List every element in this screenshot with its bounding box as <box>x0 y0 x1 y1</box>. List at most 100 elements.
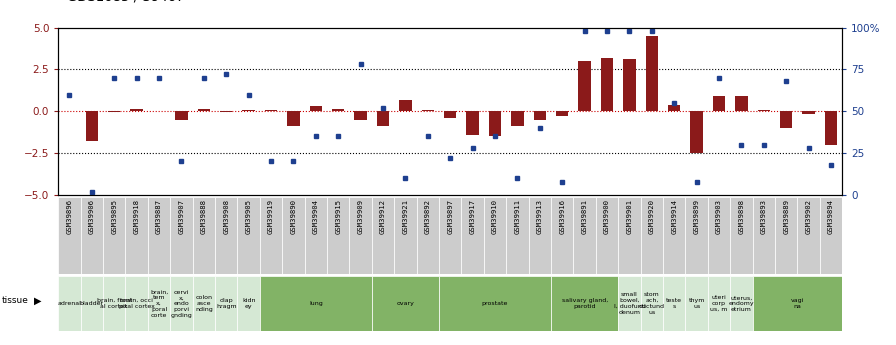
Bar <box>624 59 635 111</box>
Text: GDS1085 / 39467: GDS1085 / 39467 <box>67 0 185 3</box>
Bar <box>148 276 170 331</box>
Text: GSM39898: GSM39898 <box>738 199 745 234</box>
Bar <box>797 197 820 274</box>
Bar <box>641 197 663 274</box>
Text: GSM39893: GSM39893 <box>761 199 767 234</box>
Bar <box>220 111 232 112</box>
Bar <box>125 276 148 331</box>
Bar <box>529 197 551 274</box>
Bar <box>305 197 327 274</box>
Text: GSM39921: GSM39921 <box>402 199 409 234</box>
Bar <box>601 58 613 111</box>
Bar <box>394 197 417 274</box>
Bar <box>170 197 193 274</box>
Bar <box>713 96 725 111</box>
Bar <box>237 197 260 274</box>
Text: GSM39899: GSM39899 <box>694 199 700 234</box>
Bar <box>618 276 641 331</box>
Bar <box>198 109 210 111</box>
Bar <box>108 111 120 112</box>
Text: teste
s: teste s <box>667 298 682 309</box>
Text: GSM39911: GSM39911 <box>514 199 521 234</box>
Text: thym
us: thym us <box>688 298 705 309</box>
Bar <box>484 197 506 274</box>
Bar <box>417 197 439 274</box>
Bar <box>422 110 434 111</box>
Bar <box>444 111 456 118</box>
Text: GSM39890: GSM39890 <box>290 199 297 234</box>
Text: GSM39901: GSM39901 <box>626 199 633 234</box>
Bar <box>103 276 125 331</box>
Text: GSM39889: GSM39889 <box>783 199 789 234</box>
Bar <box>58 197 81 274</box>
Text: GSM39897: GSM39897 <box>447 199 453 234</box>
Text: GSM39906: GSM39906 <box>89 199 95 234</box>
Bar <box>467 111 478 135</box>
Text: adrenal: adrenal <box>57 301 82 306</box>
Bar <box>596 197 618 274</box>
Bar <box>668 105 680 111</box>
Bar <box>551 276 618 331</box>
Text: GSM39920: GSM39920 <box>649 199 655 234</box>
Text: GSM39888: GSM39888 <box>201 199 207 234</box>
Text: GSM39912: GSM39912 <box>380 199 386 234</box>
Text: GSM39904: GSM39904 <box>313 199 319 234</box>
Bar <box>641 276 663 331</box>
Bar <box>489 111 501 136</box>
Bar <box>327 197 349 274</box>
Bar <box>243 110 254 111</box>
Bar <box>81 276 103 331</box>
Bar <box>825 111 837 145</box>
Text: prostate: prostate <box>482 301 508 306</box>
Bar <box>753 276 842 331</box>
Text: GSM39896: GSM39896 <box>66 199 73 234</box>
Text: GSM39908: GSM39908 <box>223 199 229 234</box>
Text: GSM39894: GSM39894 <box>828 199 834 234</box>
Bar <box>775 197 797 274</box>
Text: diap
hragm: diap hragm <box>216 298 237 309</box>
Text: GSM39914: GSM39914 <box>671 199 677 234</box>
Text: GSM39887: GSM39887 <box>156 199 162 234</box>
Bar <box>288 111 299 126</box>
Text: GSM39917: GSM39917 <box>470 199 476 234</box>
Text: GSM39902: GSM39902 <box>806 199 812 234</box>
Bar <box>260 197 282 274</box>
Bar <box>730 197 753 274</box>
Text: GSM39910: GSM39910 <box>492 199 498 234</box>
Text: brain, occi
pital cortex: brain, occi pital cortex <box>118 298 155 309</box>
Bar <box>372 276 439 331</box>
Bar <box>237 276 260 331</box>
Bar <box>646 36 658 111</box>
Bar <box>708 197 730 274</box>
Text: GSM39905: GSM39905 <box>246 199 252 234</box>
Bar <box>58 276 81 331</box>
Bar <box>780 111 792 128</box>
Bar <box>349 197 372 274</box>
Text: cervi
x,
endo
porvi
gnding: cervi x, endo porvi gnding <box>170 289 193 318</box>
Bar <box>803 111 814 114</box>
Bar <box>573 197 596 274</box>
Bar <box>461 197 484 274</box>
Text: GSM39919: GSM39919 <box>268 199 274 234</box>
Bar <box>400 100 411 111</box>
Bar <box>86 111 98 141</box>
Text: brain, front
al cortex: brain, front al cortex <box>97 298 132 309</box>
Bar <box>753 197 775 274</box>
Bar <box>663 197 685 274</box>
Text: GSM39918: GSM39918 <box>134 199 140 234</box>
Text: stom
ach,
ductund
us: stom ach, ductund us <box>639 293 665 315</box>
Text: GSM39909: GSM39909 <box>358 199 364 234</box>
Bar <box>372 197 394 274</box>
Bar <box>691 111 702 153</box>
Bar <box>355 111 366 120</box>
Bar <box>81 197 103 274</box>
Text: bladder: bladder <box>80 301 104 306</box>
Bar <box>215 276 237 331</box>
Text: brain,
tem
x,
poral
corte: brain, tem x, poral corte <box>150 289 168 318</box>
Text: uterus,
endomy
etrium: uterus, endomy etrium <box>728 295 754 312</box>
Text: lung: lung <box>309 301 323 306</box>
Bar <box>730 276 753 331</box>
Text: kidn
ey: kidn ey <box>242 298 255 309</box>
Bar <box>551 197 573 274</box>
Bar <box>131 109 142 111</box>
